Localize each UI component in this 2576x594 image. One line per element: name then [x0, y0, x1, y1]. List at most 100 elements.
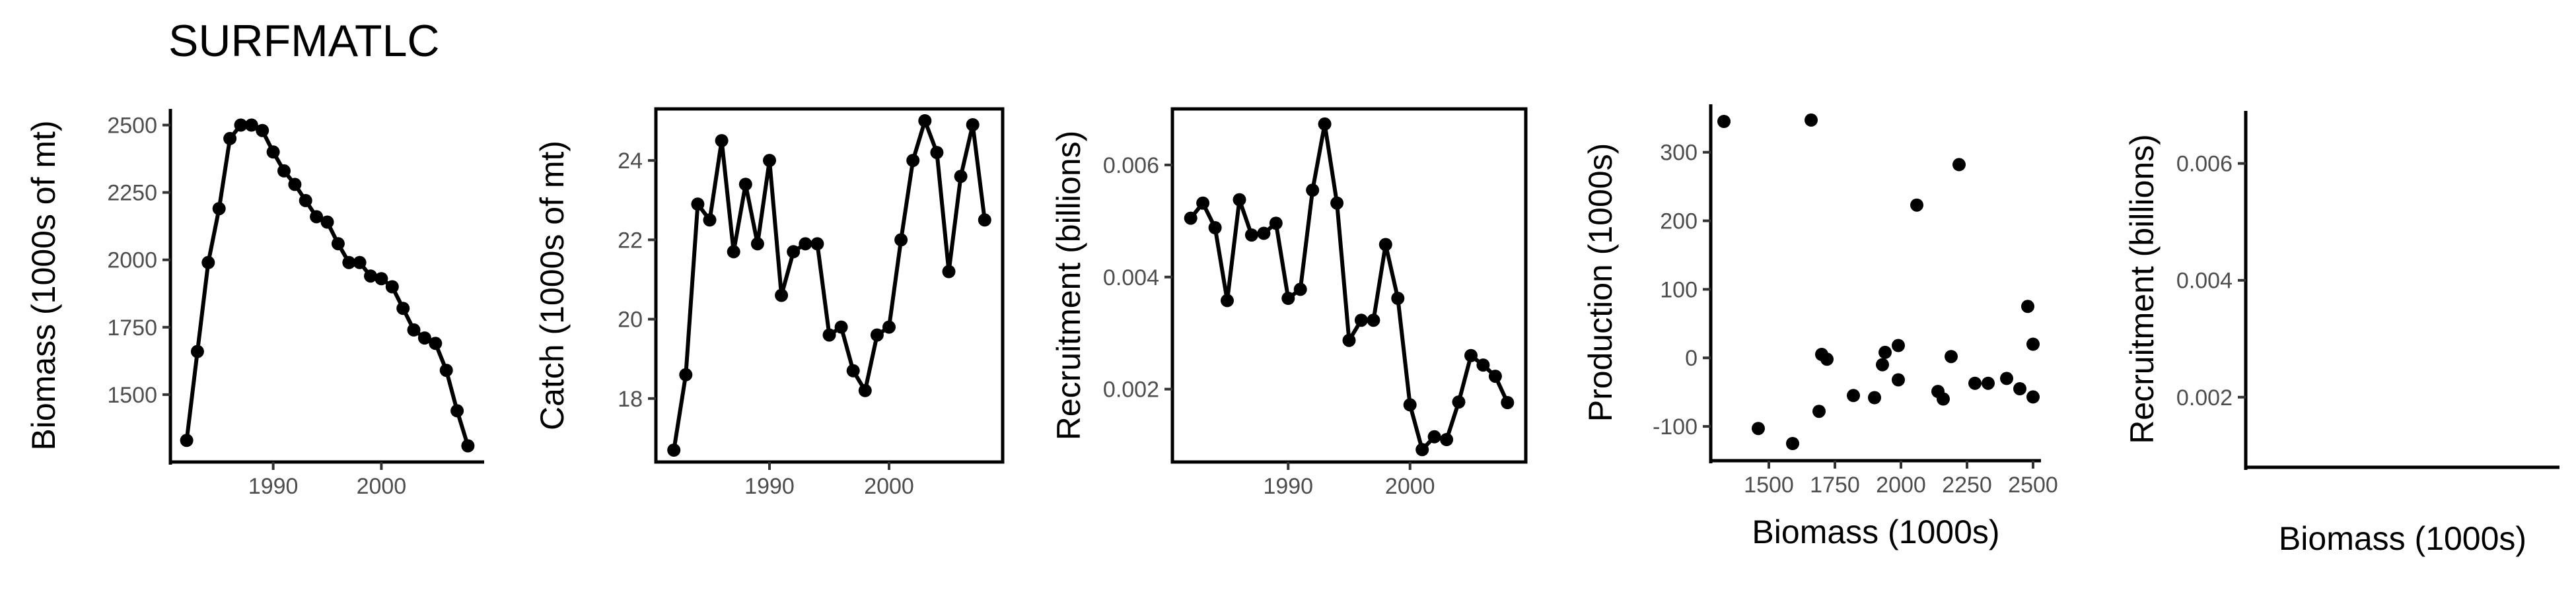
- data-point: [385, 280, 399, 294]
- data-point: [1952, 158, 1966, 172]
- panel-frame: [1170, 107, 1528, 464]
- y-tick-label: 2250: [107, 181, 157, 206]
- data-point: [882, 320, 896, 334]
- data-point: [2021, 300, 2034, 314]
- x-axis-title: Biomass (1000s): [1752, 513, 1999, 550]
- data-point: [364, 269, 377, 283]
- y-tick-label: 0: [1685, 346, 1698, 371]
- data-point: [787, 245, 801, 259]
- data-point: [834, 320, 848, 334]
- data-point: [190, 345, 204, 358]
- data-point: [954, 170, 968, 183]
- data-point: [679, 368, 693, 381]
- data-point: [667, 444, 681, 457]
- data-point: [1208, 221, 1222, 234]
- data-point: [1476, 358, 1490, 372]
- data-point: [763, 154, 776, 168]
- panel-2: 18 20 22 24 1990 2000 Catch (1000s of mt): [534, 107, 1005, 499]
- x-tick-label: 1990: [744, 474, 795, 499]
- x-tick-label: 2000: [1385, 474, 1435, 499]
- data-point: [299, 193, 312, 207]
- data-point: [439, 364, 453, 378]
- data-point: [1812, 405, 1826, 418]
- data-point: [894, 233, 908, 247]
- data-point: [978, 213, 991, 227]
- data-point: [1805, 113, 1818, 127]
- x-axis-title: Biomass (1000s): [2279, 520, 2526, 557]
- x-tick-label: 2000: [1876, 473, 1926, 498]
- y-axis-title: Catch (1000s of mt): [534, 141, 571, 430]
- y-tick-label: 0.004: [2176, 269, 2233, 294]
- panel-1: 1500 1750 2000 2250 2500 1990 2000 Biomass (100…: [25, 109, 484, 499]
- data-point: [256, 123, 269, 137]
- x-tick-label: 1750: [1810, 473, 1860, 498]
- data-point: [703, 213, 717, 227]
- data-point: [1878, 345, 1892, 359]
- data-point: [180, 434, 194, 447]
- data-point: [727, 245, 740, 259]
- panel-frame: [654, 107, 1005, 464]
- y-tick-label: 1500: [107, 383, 157, 408]
- x-tick-label: 1500: [1744, 473, 1794, 498]
- data-point: [750, 237, 764, 251]
- data-point: [1847, 389, 1860, 403]
- y-axis-title: Production (1000s): [1582, 143, 1619, 422]
- data-point: [1452, 395, 1466, 409]
- y-axis-title: Recruitment (billions): [2124, 134, 2161, 444]
- panel-3: 0.002 0.004 0.006 1990 2000 Recruitment (bill…: [1050, 107, 1528, 499]
- data-point: [1391, 292, 1405, 305]
- data-point: [1354, 314, 1368, 327]
- data-point: [2000, 372, 2013, 385]
- data-point: [1367, 314, 1380, 327]
- data-point: [450, 404, 464, 418]
- data-point: [1318, 117, 1332, 131]
- data-point: [1342, 333, 1356, 347]
- y-tick-label: 100: [1660, 277, 1698, 302]
- data-point: [288, 178, 302, 191]
- data-point: [810, 237, 824, 251]
- data-point: [1244, 228, 1258, 242]
- data-point: [342, 255, 356, 269]
- data-point: [1752, 422, 1765, 436]
- data-point: [1281, 292, 1295, 305]
- x-tick-label: 2000: [864, 474, 914, 499]
- data-point: [906, 154, 920, 168]
- data-point: [244, 118, 258, 132]
- y-tick-label: 20: [618, 308, 643, 333]
- data-point: [1717, 115, 1731, 128]
- data-point: [1786, 437, 1799, 450]
- data-point: [1968, 376, 1982, 390]
- data-point: [1876, 358, 1889, 372]
- x-tick-label: 2500: [2008, 473, 2058, 498]
- data-point: [775, 288, 789, 302]
- data-point: [429, 337, 443, 350]
- data-point: [1892, 339, 1905, 352]
- y-tick-label: -100: [1653, 414, 1698, 440]
- y-tick-label: 2500: [107, 114, 157, 139]
- data-point: [870, 328, 884, 342]
- data-point: [1910, 198, 1923, 212]
- data-point: [375, 272, 388, 286]
- data-point: [1982, 376, 1995, 390]
- y-tick-label: 1750: [107, 315, 157, 341]
- data-point: [277, 164, 291, 178]
- y-tick-label: 0.004: [1103, 265, 1159, 290]
- x-tick-label: 2250: [1942, 473, 1992, 498]
- data-point: [1378, 238, 1392, 251]
- data-point: [2026, 390, 2040, 404]
- y-tick-label: 200: [1660, 209, 1698, 234]
- panel-5: 0.002 0.004 0.006 Recruitment (billions) Bio…: [2124, 111, 2559, 557]
- data-point: [918, 114, 932, 127]
- data-point: [407, 323, 421, 337]
- data-point: [1221, 294, 1234, 308]
- data-point: [822, 328, 836, 342]
- data-point: [1269, 216, 1283, 230]
- data-point: [2013, 382, 2026, 395]
- panel-4: -100 0 100 200 300 1500 1750 2000 2250 2500 Produc…: [1582, 104, 2058, 550]
- data-point: [234, 118, 248, 132]
- data-point: [320, 215, 334, 229]
- data-point: [1415, 443, 1429, 457]
- data-point: [331, 237, 345, 251]
- y-tick-label: 24: [618, 148, 643, 174]
